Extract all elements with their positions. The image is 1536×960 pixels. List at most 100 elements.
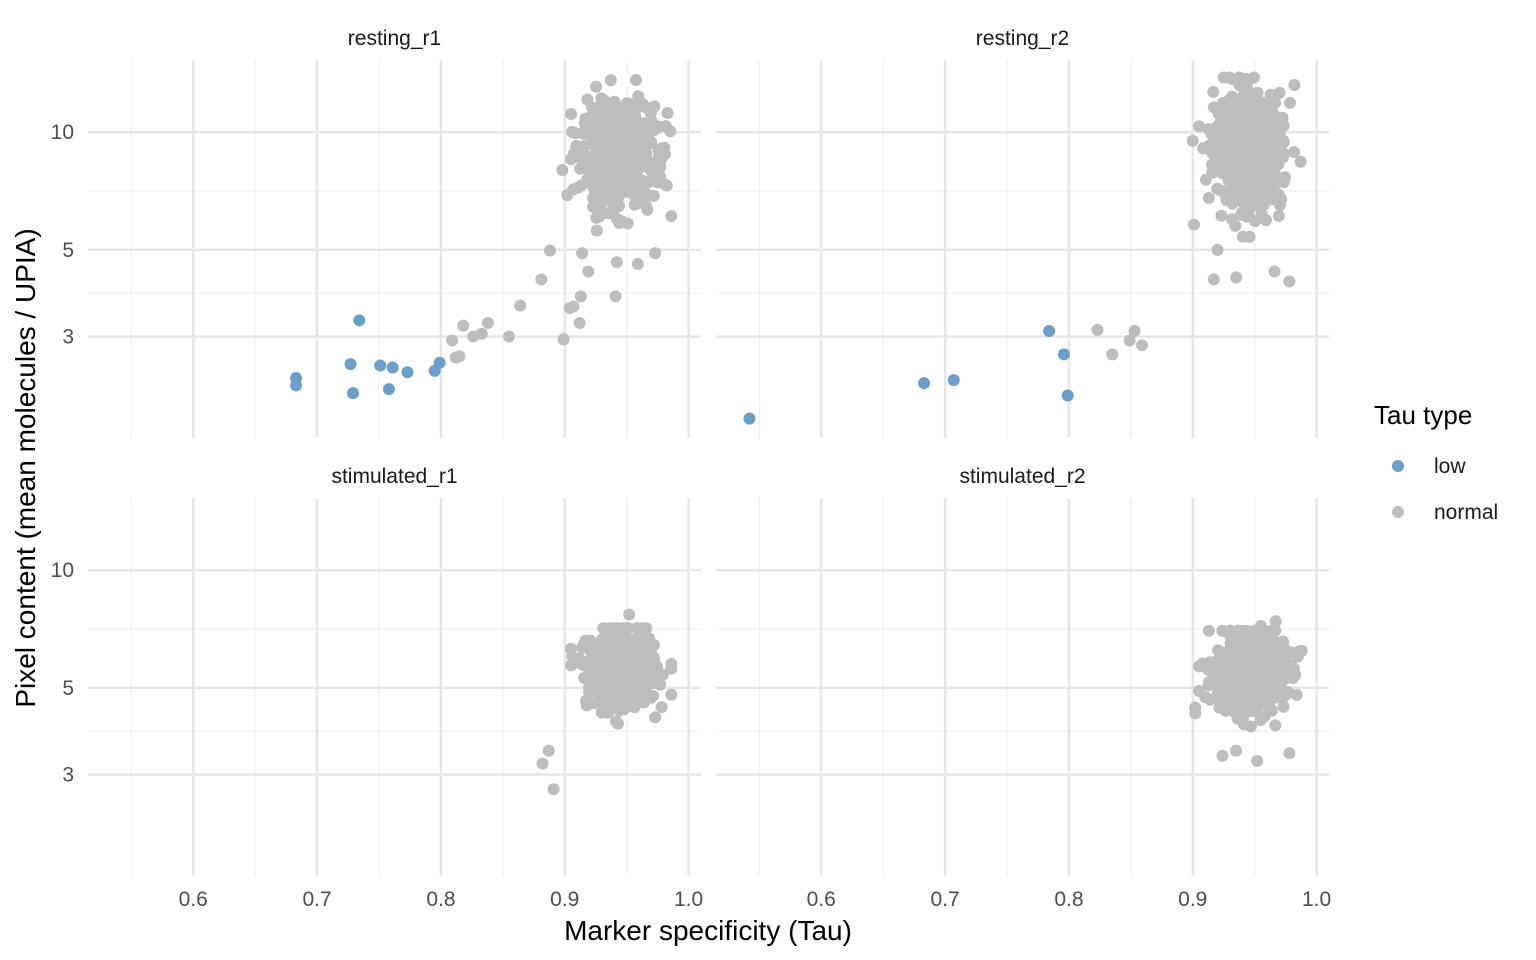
scatter-point-normal <box>1277 700 1290 713</box>
y-tick-label: 5 <box>62 677 74 700</box>
x-tick-label: 0.6 <box>807 888 836 911</box>
scatter-point-normal <box>1188 218 1201 231</box>
legend-label-low: low <box>1434 455 1466 478</box>
x-tick-label: 1.0 <box>674 888 703 911</box>
x-axis-title: Marker specificity (Tau) <box>564 915 852 946</box>
scatter-point-normal <box>594 636 607 649</box>
scatter-point-normal <box>601 159 614 171</box>
scatter-point-normal <box>457 319 470 332</box>
facet-panel: stimulated_r1 3 5 10 0.6 0.7 0.8 0.9 1.0 <box>51 465 704 911</box>
scatter-point-normal <box>610 256 623 269</box>
scatter-point-normal <box>639 177 652 190</box>
scatter-point-normal <box>1223 93 1236 106</box>
legend-title: Tau type <box>1374 400 1472 430</box>
scatter-point-normal <box>1189 707 1202 720</box>
scatter-point-normal <box>1206 166 1219 179</box>
scatter-point-normal <box>1236 712 1249 725</box>
scatter-point-normal <box>1223 71 1236 84</box>
scatter-point-normal <box>1265 670 1278 683</box>
scatter-point-normal <box>612 717 625 730</box>
scatter-point-normal <box>1193 660 1205 673</box>
scatter-point-normal <box>614 102 627 115</box>
scatter-point-normal <box>1273 86 1286 99</box>
scatter-point-normal <box>626 114 639 127</box>
scatter-point-normal <box>625 686 637 699</box>
scatter-point-normal <box>618 121 631 134</box>
scatter-point-normal <box>565 108 577 120</box>
scatter-point-normal <box>645 691 657 704</box>
scatter-point-normal <box>1227 110 1240 123</box>
scatter-point-normal <box>639 101 652 114</box>
scatter-point-normal <box>1247 161 1260 174</box>
scatter-point-normal <box>1202 192 1215 204</box>
scatter-point-normal <box>623 608 636 621</box>
scatter-point-normal <box>453 350 466 363</box>
scatter-point-normal <box>584 150 597 163</box>
x-tick-label: 0.7 <box>930 888 959 911</box>
scatter-point-normal <box>649 711 662 724</box>
scatter-point-normal <box>607 634 620 647</box>
y-axis-title: Pixel content (mean molecules / UPIA) <box>10 228 41 707</box>
scatter-point-normal <box>557 333 570 346</box>
scatter-point-normal <box>621 217 634 230</box>
scatter-point-normal <box>1202 663 1215 676</box>
scatter-point-normal <box>644 163 656 176</box>
scatter-point-normal <box>576 247 589 260</box>
scatter-point-normal <box>1249 97 1262 110</box>
scatter-point-normal <box>1253 671 1266 684</box>
scatter-point-normal <box>1288 79 1301 92</box>
scatter-point-normal <box>660 179 673 192</box>
scatter-point-normal <box>1232 132 1245 145</box>
scatter-point-normal <box>1263 187 1276 200</box>
scatter-point-normal <box>597 622 610 635</box>
scatter-point-low <box>386 361 399 374</box>
scatter-point-normal <box>1202 676 1215 689</box>
scatter-point-normal <box>1233 122 1246 135</box>
facet-title: resting_r1 <box>348 27 441 50</box>
scatter-point-normal <box>582 265 595 278</box>
facet-panel: stimulated_r2 0.6 0.7 0.8 0.9 1.0 <box>716 465 1331 911</box>
scatter-point-normal <box>633 191 646 204</box>
scatter-point-normal <box>579 139 592 152</box>
scatter-point-normal <box>1254 619 1267 632</box>
scatter-point-normal <box>631 257 644 270</box>
scatter-point-low <box>433 356 446 369</box>
scatter-point-normal <box>565 642 577 655</box>
scatter-point-normal <box>630 622 643 635</box>
scatter-point-normal <box>1294 155 1307 168</box>
scatter-point-normal <box>1236 624 1249 637</box>
scatter-point-normal <box>1212 644 1224 657</box>
scatter-point-normal <box>475 327 488 340</box>
scatter-point-normal <box>1128 324 1141 337</box>
scatter-point-normal <box>616 137 629 150</box>
scatter-point-normal <box>1106 348 1119 361</box>
scatter-point-normal <box>1258 198 1271 211</box>
scatter-point-normal <box>602 207 615 220</box>
scatter-point-normal <box>1230 271 1243 284</box>
scatter-point-normal <box>1243 210 1256 223</box>
scatter-point-normal <box>561 189 574 202</box>
scatter-point-normal <box>1273 660 1286 673</box>
y-tick-label: 10 <box>51 121 74 144</box>
scatter-point-normal <box>514 299 527 312</box>
scatter-point-normal <box>635 684 648 696</box>
scatter-point-low <box>1057 348 1070 361</box>
scatter-point-normal <box>481 316 494 329</box>
legend-key-low <box>1392 460 1404 472</box>
scatter-point-low <box>290 379 303 392</box>
scatter-point-normal <box>1215 209 1228 222</box>
scatter-point-normal <box>587 200 600 213</box>
x-tick-label: 0.9 <box>1178 888 1207 911</box>
scatter-point-normal <box>640 131 653 144</box>
scatter-point-normal <box>576 641 589 654</box>
scatter-point-normal <box>556 164 569 177</box>
legend: Tau type low normal <box>1374 400 1498 524</box>
scatter-point-normal <box>1091 323 1104 336</box>
scatter-point-normal <box>1241 76 1254 89</box>
scatter-point-normal <box>1260 214 1273 227</box>
scatter-point-normal <box>633 652 646 664</box>
scatter-point-normal <box>1214 682 1227 695</box>
scatter-point-normal <box>1264 88 1277 101</box>
scatter-point-normal <box>587 111 600 124</box>
scatter-point-normal <box>1202 624 1215 637</box>
